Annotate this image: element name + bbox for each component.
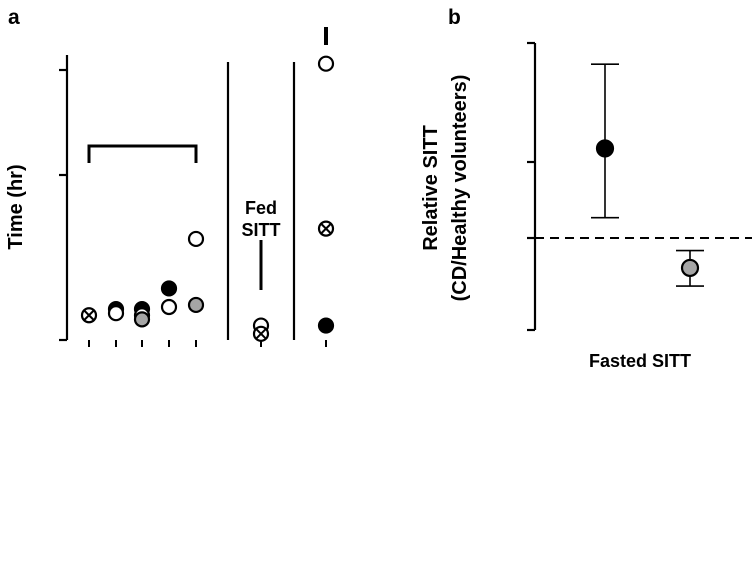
data-point-crossed bbox=[80, 307, 98, 324]
data-point-filled bbox=[595, 139, 615, 158]
panel-a-axes bbox=[65, 55, 296, 340]
data-point-open bbox=[107, 305, 125, 322]
data-point-open-circle bbox=[160, 298, 178, 316]
panel-a-x-tick-labels bbox=[88, 340, 327, 347]
panel-b-axes bbox=[533, 43, 752, 330]
data-point-filled bbox=[317, 317, 335, 334]
panel-a: a Time (hr) Fed SITT bbox=[5, 6, 335, 347]
panel-b: b Relative SITT (CD/Healthy volunteers) … bbox=[420, 6, 752, 371]
data-point-crossed-cross-b bbox=[320, 223, 332, 235]
data-point-crossed bbox=[317, 220, 335, 237]
data-point-filled bbox=[160, 280, 178, 297]
data-point-grey bbox=[680, 258, 700, 278]
panel-b-letter: b bbox=[448, 6, 461, 29]
panel-a-y-axis-label: Time (hr) bbox=[5, 164, 27, 249]
fasted-sitt-bracket bbox=[87, 144, 198, 163]
panel-b-y-axis-label-line1: Relative SITT bbox=[420, 125, 442, 251]
panel-b-y-ticks bbox=[527, 41, 535, 332]
panel-a-letter: a bbox=[8, 6, 20, 29]
data-point-open-circle bbox=[317, 55, 335, 72]
data-point-grey-circle bbox=[133, 311, 151, 328]
panel-a-group-brackets: Fed SITT bbox=[87, 27, 328, 290]
data-point-grey bbox=[133, 311, 151, 328]
fed-sitt-label: Fed SITT bbox=[242, 198, 281, 240]
data-point-open bbox=[160, 298, 178, 316]
data-point-grey-circle bbox=[680, 258, 700, 278]
data-point-crossed-cross-b bbox=[255, 328, 267, 340]
data-point-grey bbox=[187, 296, 205, 314]
panel-a-points bbox=[80, 55, 335, 342]
data-point-filled-circle bbox=[160, 280, 178, 297]
data-point-open-circle bbox=[107, 305, 125, 322]
error-bar-group bbox=[591, 63, 619, 219]
panel-b-points bbox=[591, 63, 704, 287]
panel-b-x-axis-label: Fasted SITT bbox=[589, 351, 691, 371]
data-point-open-circle bbox=[187, 230, 205, 248]
data-point-open bbox=[317, 55, 335, 72]
data-point-open bbox=[187, 230, 205, 248]
data-point-crossed-cross-b bbox=[83, 309, 95, 321]
panel-a-y-ticks bbox=[59, 68, 67, 342]
data-point-grey-circle bbox=[187, 296, 205, 314]
data-point-filled-circle bbox=[595, 139, 615, 158]
error-bar-group bbox=[676, 249, 704, 287]
panel-b-y-axis-label-line2: (CD/Healthy volunteers) bbox=[449, 75, 471, 302]
data-point-filled-circle bbox=[317, 317, 335, 334]
data-point-crossed bbox=[252, 325, 270, 342]
